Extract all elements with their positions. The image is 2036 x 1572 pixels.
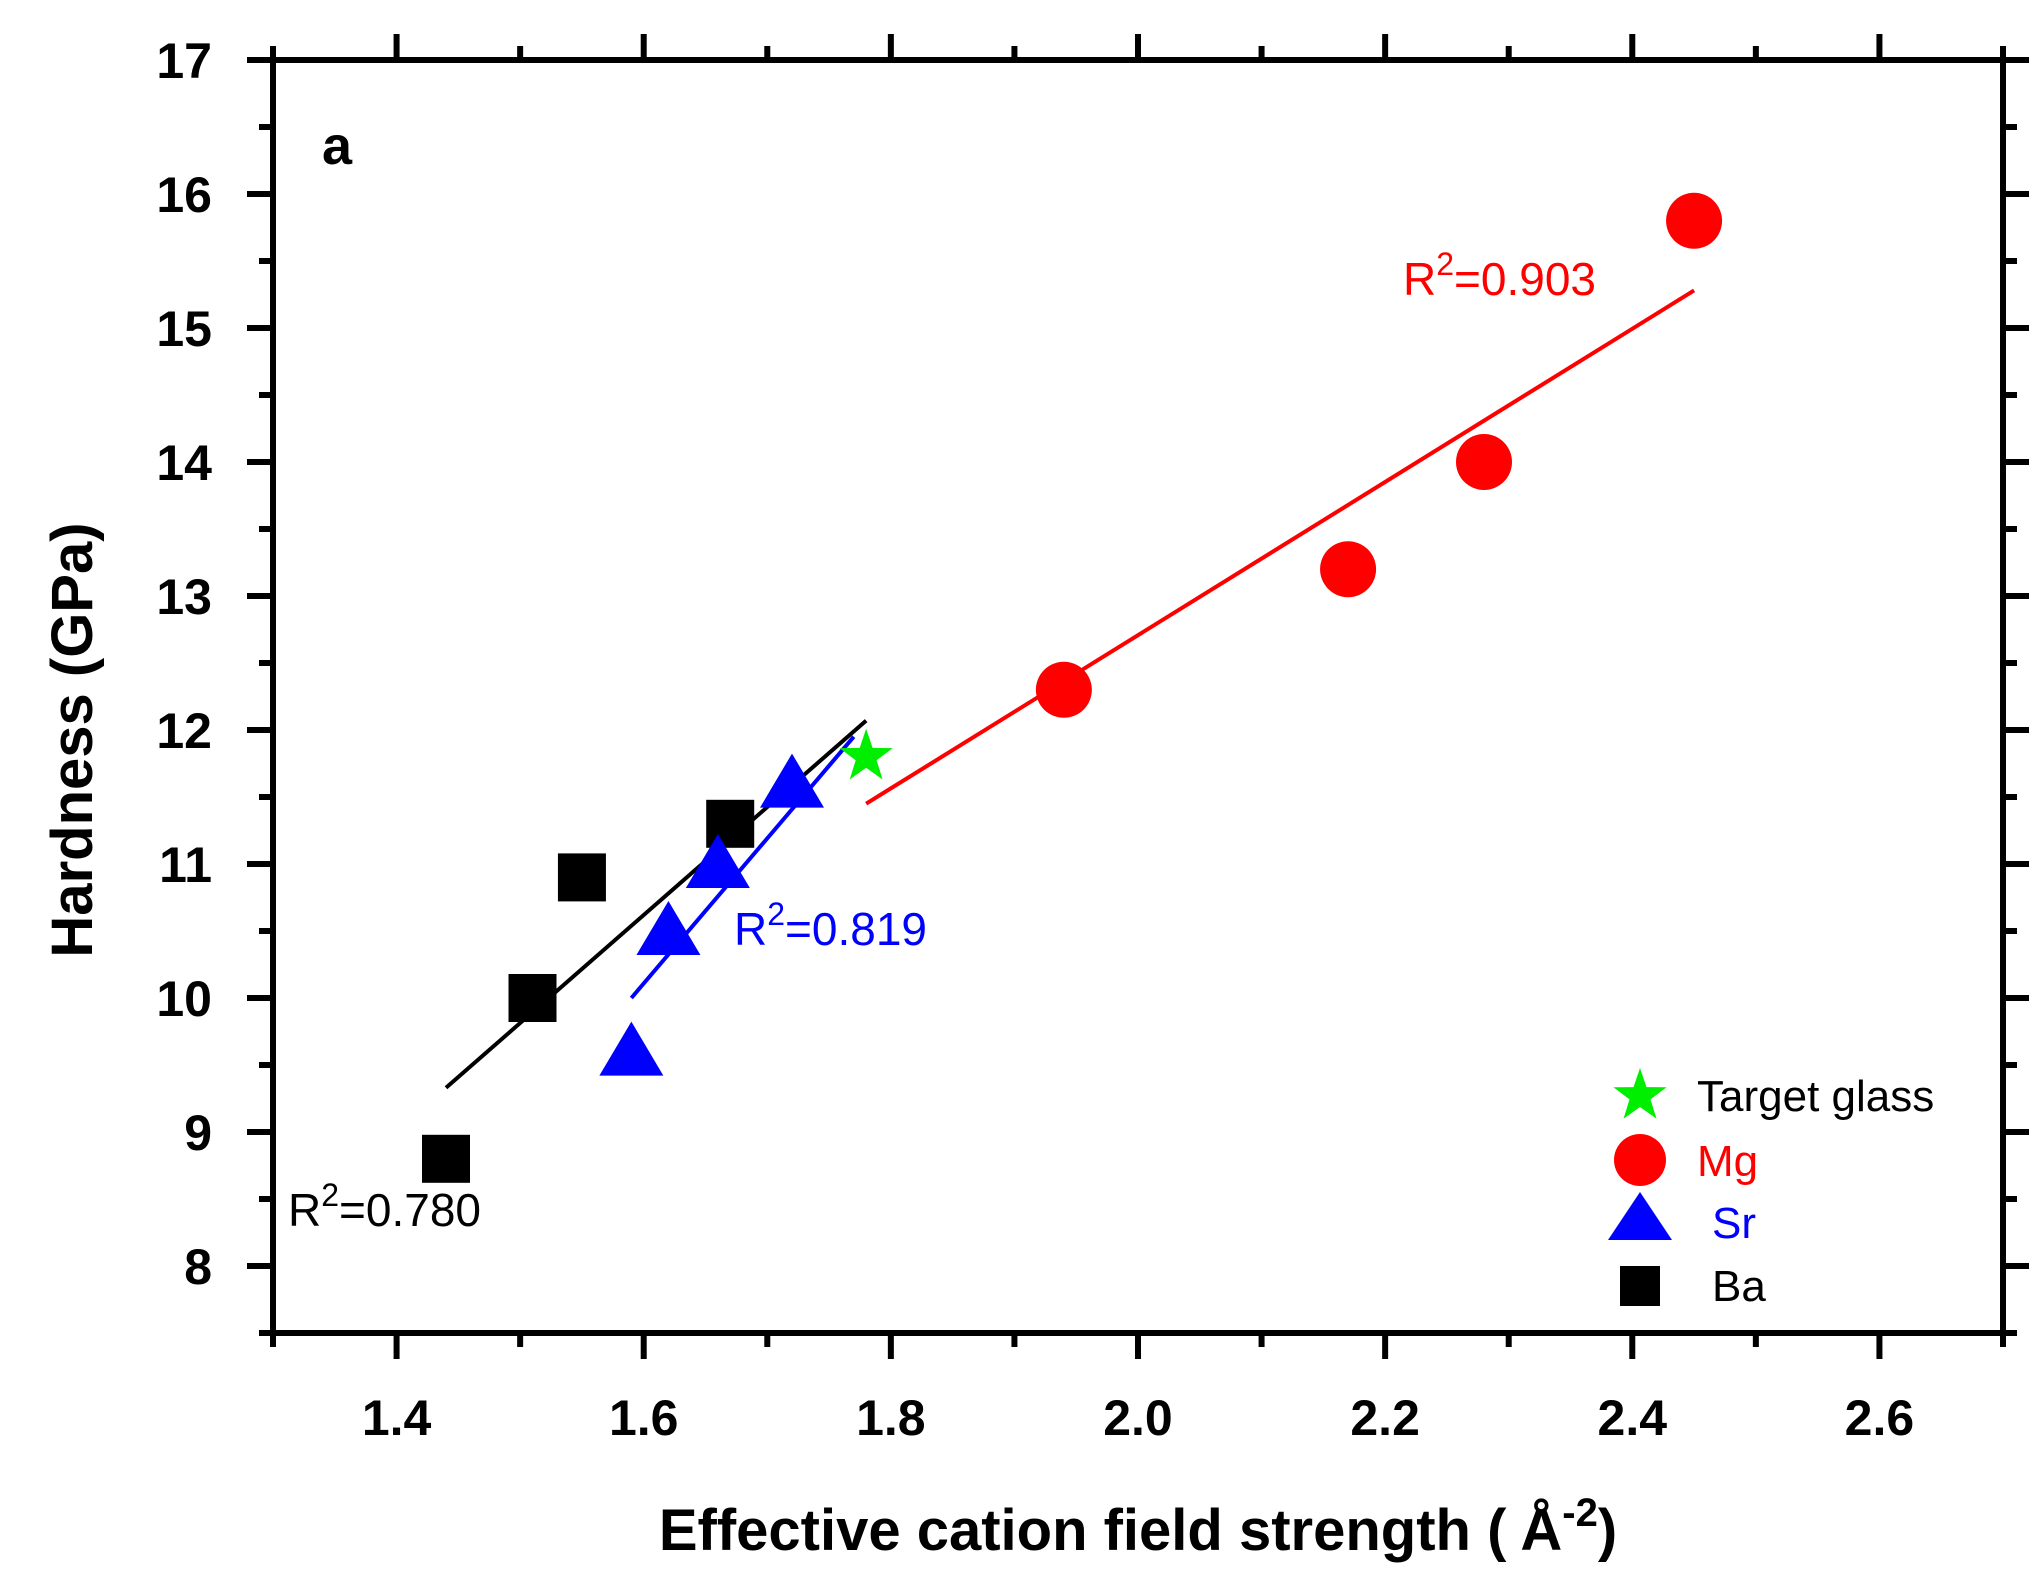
- x-tick-label: 1.6: [609, 1390, 679, 1446]
- y-tick-labels: 8 9 10 11 12 13 14 15 16 17: [156, 33, 212, 1295]
- r2-mg-exp: 2: [1436, 246, 1454, 282]
- y-tick-label: 10: [156, 971, 212, 1027]
- x-tick-label: 2.6: [1845, 1390, 1915, 1446]
- data-point-target-glass: [839, 728, 893, 780]
- x-tick-labels: 1.4 1.6 1.8 2.0 2.2 2.4 2.6: [362, 1390, 1914, 1446]
- x-tick-label: 2.0: [1103, 1390, 1173, 1446]
- data-markers: [422, 192, 1723, 1183]
- x-axis-title-text: Effective cation field strength (: [659, 1498, 1507, 1563]
- y-tick-label: 14: [156, 435, 212, 491]
- r2-ba-exp: 2: [321, 1177, 339, 1213]
- x-tick-label: 2.2: [1350, 1390, 1420, 1446]
- data-point-mg: [1035, 661, 1092, 718]
- x-axis-title-close: ): [1598, 1498, 1617, 1563]
- r2-annotation-mg: R2=0.903: [1403, 246, 1596, 305]
- axis-ticks: [247, 34, 2029, 1359]
- data-point-sr: [599, 1021, 664, 1076]
- r2-mg-value: =0.903: [1454, 253, 1596, 305]
- data-point-mg: [1456, 434, 1512, 490]
- x-axis-title-unit: Å: [1520, 1498, 1562, 1563]
- y-tick-label: 15: [156, 301, 212, 357]
- data-point-sr: [760, 753, 824, 808]
- data-point-mg: [1666, 192, 1723, 249]
- r2-ba-prefix: R: [288, 1184, 321, 1236]
- r2-sr-value: =0.819: [785, 903, 927, 955]
- y-axis-title: Hardness (GPa): [40, 522, 105, 957]
- legend-marker-target-glass: [1613, 1068, 1667, 1119]
- legend-marker-mg: [1614, 1134, 1666, 1186]
- x-axis-title: Effective cation field strength (Å-2): [659, 1491, 1617, 1563]
- y-tick-label: 11: [159, 837, 212, 893]
- legend-label-sr: Sr: [1712, 1199, 1756, 1248]
- r2-sr-prefix: R: [734, 903, 767, 955]
- r2-annotation-sr: R2=0.819: [734, 896, 927, 955]
- data-point-ba: [508, 974, 557, 1022]
- legend-label-mg: Mg: [1697, 1137, 1758, 1186]
- y-tick-label: 16: [156, 167, 212, 223]
- data-point-mg: [1320, 541, 1377, 598]
- x-tick-label: 2.4: [1598, 1390, 1668, 1446]
- legend: Target glass Mg Sr Ba: [1608, 1068, 1934, 1311]
- y-tick-label: 17: [156, 33, 212, 89]
- r2-annotation-ba: R2=0.780: [288, 1177, 481, 1236]
- legend-label-ba: Ba: [1712, 1262, 1766, 1311]
- r2-ba-value: =0.780: [339, 1184, 481, 1236]
- data-point-sr: [685, 834, 750, 888]
- fit-line-mg: [865, 288, 1696, 806]
- legend-marker-ba: [1620, 1266, 1660, 1306]
- fit-line-sr: [629, 735, 856, 1000]
- y-tick-label: 9: [184, 1105, 212, 1161]
- x-axis-title-exp: -2: [1562, 1491, 1598, 1535]
- x-tick-label: 1.4: [362, 1390, 432, 1446]
- data-point-ba: [422, 1134, 470, 1183]
- panel-label: a: [322, 116, 353, 176]
- data-point-sr: [636, 901, 701, 955]
- r2-mg-prefix: R: [1403, 253, 1436, 305]
- legend-marker-sr: [1608, 1192, 1672, 1240]
- y-tick-label: 13: [156, 569, 212, 625]
- data-point-ba: [557, 853, 606, 902]
- x-tick-label: 1.8: [856, 1390, 926, 1446]
- data-point-ba: [706, 799, 755, 848]
- y-tick-label: 12: [156, 703, 212, 759]
- legend-label-target-glass: Target glass: [1697, 1072, 1934, 1121]
- y-tick-label: 8: [184, 1239, 212, 1295]
- r2-sr-exp: 2: [767, 896, 785, 932]
